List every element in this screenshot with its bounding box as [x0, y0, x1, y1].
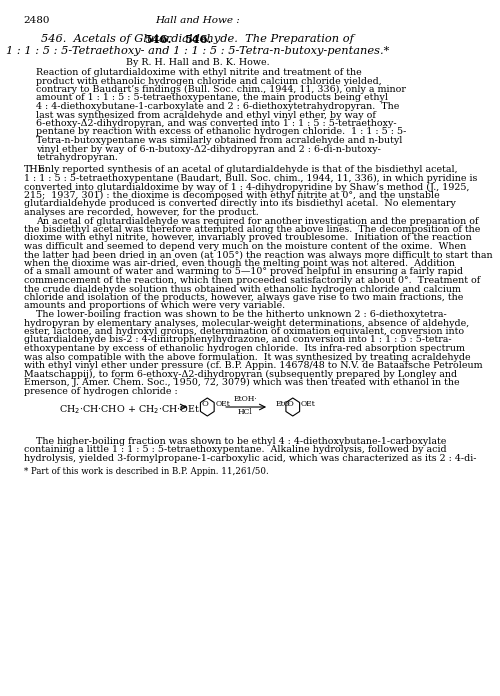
Text: last was synthesized from acraldehyde and ethyl vinyl ether, by way of: last was synthesized from acraldehyde an…: [36, 111, 376, 120]
Text: EtOH·: EtOH·: [234, 395, 257, 403]
Text: OEt: OEt: [215, 400, 230, 408]
Text: analyses are recorded, however, for the product.: analyses are recorded, however, for the …: [24, 208, 258, 217]
Text: contrary to Baudart’s findings (Bull. Soc. chim., 1944, 11, 336), only a minor: contrary to Baudart’s findings (Bull. So…: [36, 85, 406, 94]
Text: 2480: 2480: [24, 16, 50, 25]
Text: pentane by reaction with excess of ethanolic hydrogen chloride.  1 : 1 : 5 : 5-: pentane by reaction with excess of ethan…: [36, 127, 407, 136]
Text: was also compatible with the above formulation.  It was synthesized by treating : was also compatible with the above formu…: [24, 352, 470, 361]
Text: dioxime with ethyl nitrite, however, invariably proved troublesome.  Initiation : dioxime with ethyl nitrite, however, inv…: [24, 233, 471, 242]
Text: the bisdiethyl acetal was therefore attempted along the above lines.  The decomp: the bisdiethyl acetal was therefore atte…: [24, 225, 480, 234]
Text: 546.: 546.: [184, 34, 212, 45]
Text: CH$_2$·CH·CHO + CH$_2$·CH·OEt: CH$_2$·CH·CHO + CH$_2$·CH·OEt: [60, 403, 200, 416]
Text: OEt: OEt: [300, 400, 316, 408]
Text: vinyl ether by way of 6-n-butoxy-Δ2-dihydropyran and 2 : 6-di-n-butoxy-: vinyl ether by way of 6-n-butoxy-Δ2-dihy…: [36, 145, 382, 154]
Text: 546.  Acetals of Glutardialdehyde.  The Preparation of: 546. Acetals of Glutardialdehyde. The Pr…: [42, 34, 354, 44]
Text: 4 : 4-diethoxybutane-1-carboxylate and 2 : 6-diethoxytetrahydropyran.  The: 4 : 4-diethoxybutane-1-carboxylate and 2…: [36, 102, 400, 111]
Text: when the dioxime was air-dried, even though the melting point was not altered.  : when the dioxime was air-dried, even tho…: [24, 259, 454, 268]
Text: Emerson, J. Amer. Chem. Soc., 1950, 72, 3079) which was then treated with ethano: Emerson, J. Amer. Chem. Soc., 1950, 72, …: [24, 378, 460, 387]
Text: of a small amount of water and warming to 5—10° proved helpful in ensuring a fai: of a small amount of water and warming t…: [24, 267, 462, 276]
Text: Hall and Howe :: Hall and Howe :: [156, 16, 240, 25]
Text: glutardialdehyde bis-2 : 4-dinitrophenylhydrazone, and conversion into 1 : 1 : 5: glutardialdehyde bis-2 : 4-dinitrophenyl…: [24, 335, 452, 345]
Text: 6-ethoxy-Δ2-dihydropyran, and was converted into 1 : 1 : 5 : 5-tetraethoxy-: 6-ethoxy-Δ2-dihydropyran, and was conver…: [36, 119, 397, 128]
Text: hydropyran by elementary analyses, molecular-weight determinations, absence of a: hydropyran by elementary analyses, molec…: [24, 319, 469, 328]
Text: 546.: 546.: [144, 34, 172, 45]
Text: containing a little 1 : 1 : 5 : 5-tetraethoxypentane.  Alkaline hydrolysis, foll: containing a little 1 : 1 : 5 : 5-tetrae…: [24, 445, 446, 454]
Text: By R. H. Hall and B. K. Howe.: By R. H. Hall and B. K. Howe.: [126, 58, 270, 67]
Text: 215;  1937, 301) : the dioxime is decomposed with ethyl nitrite at 0°, and the u: 215; 1937, 301) : the dioxime is decompo…: [24, 191, 440, 200]
Text: O: O: [202, 400, 208, 408]
Text: THE: THE: [24, 166, 45, 175]
Text: presence of hydrogen chloride :: presence of hydrogen chloride :: [24, 386, 178, 395]
Text: ester, lactone, and hydroxyl groups, determination of oximation equivalent, conv: ester, lactone, and hydroxyl groups, det…: [24, 327, 464, 336]
Text: ethoxypentane by excess of ethanolic hydrogen chloride.  Its infra-red absorptio: ethoxypentane by excess of ethanolic hyd…: [24, 344, 464, 353]
Text: Reaction of glutardialdoxime with ethyl nitrite and treatment of the: Reaction of glutardialdoxime with ethyl …: [36, 68, 362, 77]
Text: amount of 1 : 1 : 5 : 5-tetraethoxypentane, the main products being ethyl: amount of 1 : 1 : 5 : 5-tetraethoxypenta…: [36, 93, 389, 102]
Text: product with ethanolic hydrogen chloride and calcium chloride yielded,: product with ethanolic hydrogen chloride…: [36, 77, 382, 86]
Text: was difficult and seemed to depend very much on the moisture content of the oxim: was difficult and seemed to depend very …: [24, 242, 466, 251]
Text: amounts and proportions of which were very variable.: amounts and proportions of which were ve…: [24, 301, 285, 310]
Text: O: O: [287, 400, 294, 408]
Text: Maatschappij), to form 6-ethoxy-Δ2-dihydropyran (subsequently prepared by Longle: Maatschappij), to form 6-ethoxy-Δ2-dihyd…: [24, 370, 457, 379]
Text: 1 : 1 : 5 : 5-tetraethoxypentane (Baudart, Bull. Soc. chim., 1944, 11, 336), in : 1 : 1 : 5 : 5-tetraethoxypentane (Baudar…: [24, 174, 477, 183]
Text: the crude dialdehyde solution thus obtained with ethanolic hydrogen chloride and: the crude dialdehyde solution thus obtai…: [24, 285, 460, 294]
Text: An acetal of glutardialdehyde was required for another investigation and the pre: An acetal of glutardialdehyde was requir…: [36, 216, 479, 226]
Text: only reported synthesis of an acetal of glutardialdehyde is that of the bisdieth: only reported synthesis of an acetal of …: [36, 166, 458, 175]
Text: the latter had been dried in an oven (at 105°) the reaction was always more diff: the latter had been dried in an oven (at…: [24, 251, 492, 260]
Text: with ethyl vinyl ether under pressure (cf. B.P. Appin. 14678/48 to N.V. de Bataa: with ethyl vinyl ether under pressure (c…: [24, 361, 482, 370]
Text: Tetra-n-butoxypentane was similarly obtained from acraldehyde and n-butyl: Tetra-n-butoxypentane was similarly obta…: [36, 136, 403, 145]
Text: tetrahydropyran.: tetrahydropyran.: [36, 153, 118, 162]
Text: HCl: HCl: [238, 408, 252, 416]
Text: converted into glutardialdoxime by way of 1 : 4-dihydropyridine by Shaw’s method: converted into glutardialdoxime by way o…: [24, 182, 469, 191]
Text: * Part of this work is described in B.P. Appin. 11,261/50.: * Part of this work is described in B.P.…: [24, 466, 268, 475]
Text: 1 : 1 : 5 : 5-Tetraethoxy- and 1 : 1 : 5 : 5-Tetra-n-butoxy-pentanes.*: 1 : 1 : 5 : 5-Tetraethoxy- and 1 : 1 : 5…: [6, 46, 390, 56]
Text: hydrolysis, yielded 3-formylpropane-1-carboxylic acid, which was characterized a: hydrolysis, yielded 3-formylpropane-1-ca…: [24, 454, 476, 463]
Text: commencement of the reaction, which then proceeded satisfactorily at about 0°.  : commencement of the reaction, which then…: [24, 276, 480, 285]
Text: The lower-boiling fraction was shown to be the hitherto unknown 2 : 6-diethoxyte: The lower-boiling fraction was shown to …: [36, 310, 447, 319]
Text: The higher-boiling fraction was shown to be ethyl 4 : 4-diethoxybutane-1-carboxy: The higher-boiling fraction was shown to…: [36, 437, 447, 446]
Text: EtO: EtO: [276, 400, 290, 408]
Text: glutardialdehyde produced is converted directly into its bisdiethyl acetal.  No : glutardialdehyde produced is converted d…: [24, 200, 456, 209]
Text: chloride and isolation of the products, however, always gave rise to two main fr: chloride and isolation of the products, …: [24, 293, 463, 302]
